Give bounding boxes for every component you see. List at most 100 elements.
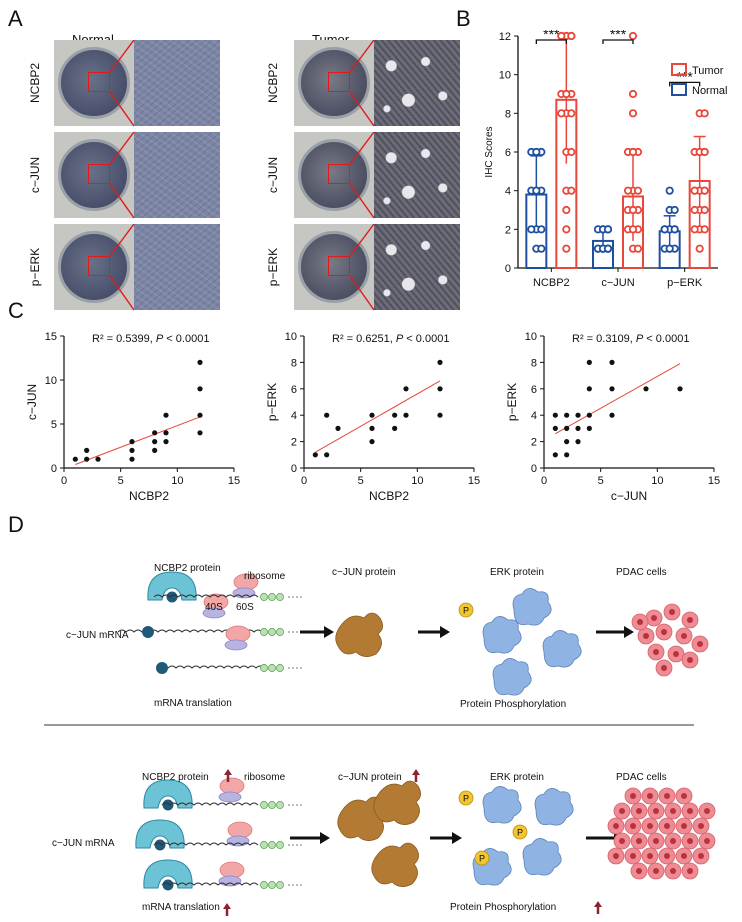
pathway-arrow-head: [320, 832, 330, 844]
cap-circle: [156, 662, 168, 674]
regression-line: [555, 363, 681, 435]
x-tick-label: 0: [301, 475, 307, 487]
pdac-cell-nucleus: [653, 649, 659, 655]
polya-bead: [268, 593, 276, 601]
data-point: [197, 430, 203, 436]
data-point: [437, 386, 443, 392]
ihc-row-label: c−JUN: [28, 156, 42, 194]
legend-label-tumor: Tumor: [692, 65, 724, 77]
polya-bead: [260, 628, 268, 636]
y-tick-label: 6: [505, 147, 511, 159]
cjun-protein-shape: [371, 842, 419, 887]
top-mrna-translation-label: mRNA translation: [154, 698, 232, 709]
data-point: [628, 31, 638, 41]
connector-line: [109, 224, 135, 257]
ncbp2-protein-shape: [147, 571, 197, 601]
data-point: [562, 205, 571, 215]
data-point: [532, 186, 541, 195]
data-point: [586, 386, 592, 392]
connector-line: [109, 275, 135, 311]
data-point: [312, 452, 318, 458]
pdac-cell-nucleus: [698, 823, 704, 829]
zoomed-ihc-image: [134, 132, 220, 218]
phosphate-circle: [458, 790, 474, 806]
pathway-arrow-head: [324, 626, 334, 638]
x-axis-label: c−JUN: [611, 489, 647, 503]
polya-bead: [276, 628, 284, 636]
connector-line: [109, 40, 135, 73]
y-tick-label: 10: [285, 331, 297, 343]
data-point: [575, 425, 581, 431]
data-point: [163, 430, 169, 436]
pathway-arrow-head: [452, 832, 462, 844]
data-point: [335, 425, 341, 431]
y-axis-label: IHC Scores: [484, 126, 495, 177]
pdac-cell-nucleus: [704, 808, 710, 814]
phosphate-label: P: [517, 828, 523, 838]
data-point: [700, 109, 709, 118]
pdac-cell-nucleus: [664, 853, 670, 859]
tma-core-image: [58, 139, 130, 211]
data-point: [437, 359, 443, 365]
polya-bead: [276, 841, 284, 849]
mrna-strand: [161, 882, 259, 886]
cap-circle: [165, 590, 179, 604]
pdac-cell-nucleus: [630, 853, 636, 859]
cap-circle: [161, 798, 175, 812]
ihc-score-bar-chart: 0 2 4 6 8 10 12 IHC Scores NCBP2 c−JUN p−ERK *** ***…: [484, 30, 727, 289]
x-tick-label: 15: [708, 475, 720, 487]
pdac-cell-nucleus: [687, 868, 693, 874]
cjun-protein-shape: [335, 612, 383, 657]
ribosome-40s: [218, 875, 242, 887]
ihc-row-label: NCBP2: [28, 63, 42, 104]
pdac-cell-nucleus: [704, 838, 710, 844]
increase-arrow-head: [223, 903, 231, 909]
top-pdac-cells-label: PDAC cells: [616, 567, 667, 578]
y-tick-label: 10: [499, 70, 511, 82]
pdac-cell-nucleus: [636, 808, 642, 814]
data-point: [129, 456, 135, 462]
y-tick-label: 5: [51, 419, 57, 431]
zoom-region-box: [88, 164, 110, 184]
ribosome-40s: [202, 607, 226, 619]
connector-line: [349, 275, 375, 311]
ncbp2-protein-shape: [135, 819, 185, 849]
erk-protein-shape: [512, 588, 552, 626]
ribosome-40s: [232, 587, 256, 599]
data-point: [392, 412, 398, 418]
zoom-region-box: [88, 256, 110, 276]
x-tick-label: 0: [541, 475, 547, 487]
pdac-cell-nucleus: [669, 609, 675, 615]
data-point: [564, 452, 570, 458]
y-tick-label: 0: [291, 463, 297, 475]
mrna-strand: [153, 842, 259, 846]
data-point: [700, 205, 709, 215]
ihc-row-label: p−ERK: [266, 247, 280, 287]
scatter-cjun-perk: 0 2 4 6 8 10 0 5 10 15 c−JUN p−ERK R² = 0.3109, P < …: [505, 331, 720, 503]
data-point: [690, 205, 699, 215]
zoom-region-box: [88, 72, 110, 92]
data-point: [557, 31, 566, 41]
zoomed-ihc-image: [374, 224, 460, 310]
significance-stars: ***: [610, 30, 627, 42]
pdac-cell-nucleus: [637, 619, 643, 625]
pdac-cell-nucleus: [647, 823, 653, 829]
data-point: [628, 109, 638, 118]
regression-line: [315, 380, 441, 453]
data-point: [665, 244, 674, 253]
x-tick-label: 0: [61, 475, 67, 487]
r2-annotation: R² = 0.6251, P < 0.0001: [332, 333, 449, 345]
x-tick-label: 5: [358, 475, 364, 487]
data-point: [633, 244, 643, 253]
zoomed-ihc-image: [134, 40, 220, 126]
significance-stars: ***: [543, 30, 560, 42]
bottom-erk-protein-label: ERK protein: [490, 772, 544, 783]
data-point: [564, 412, 570, 418]
top-ncbp2-protein-label: NCBP2 protein: [154, 563, 221, 574]
data-point: [567, 147, 576, 157]
data-point: [324, 412, 330, 418]
y-tick-label: 2: [531, 437, 537, 449]
data-point: [163, 412, 169, 418]
data-point: [567, 186, 576, 195]
data-point: [562, 244, 571, 253]
